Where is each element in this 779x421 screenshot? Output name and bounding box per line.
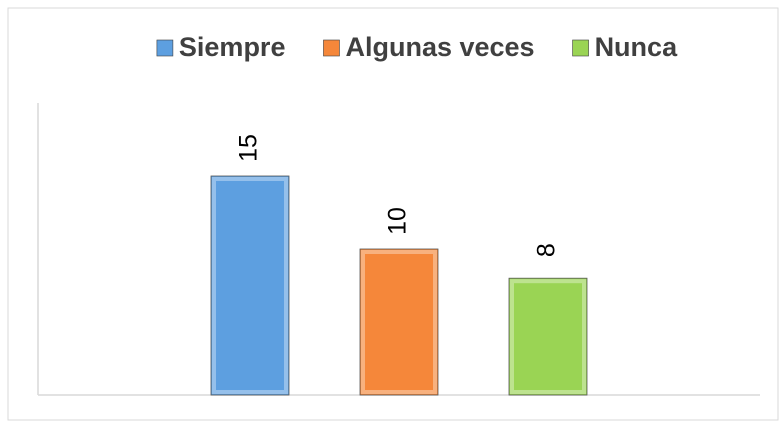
legend-swatch: [323, 39, 340, 57]
legend-swatch: [156, 39, 174, 57]
value-label: 10: [384, 207, 412, 235]
value-label: 8: [533, 243, 561, 257]
legend-label: Nunca: [595, 32, 679, 62]
bar-bevel: [510, 279, 586, 395]
bar: [210, 175, 290, 396]
bar: [359, 248, 439, 396]
bar-bevel: [361, 250, 437, 394]
legend-label: Algunas veces: [345, 32, 534, 62]
value-label: 15: [235, 134, 263, 162]
bar-bevel: [212, 177, 288, 394]
legend-label: Siempre: [179, 32, 286, 62]
legend-swatch: [572, 39, 589, 57]
chart-border: [7, 7, 779, 421]
bar: [508, 277, 588, 396]
